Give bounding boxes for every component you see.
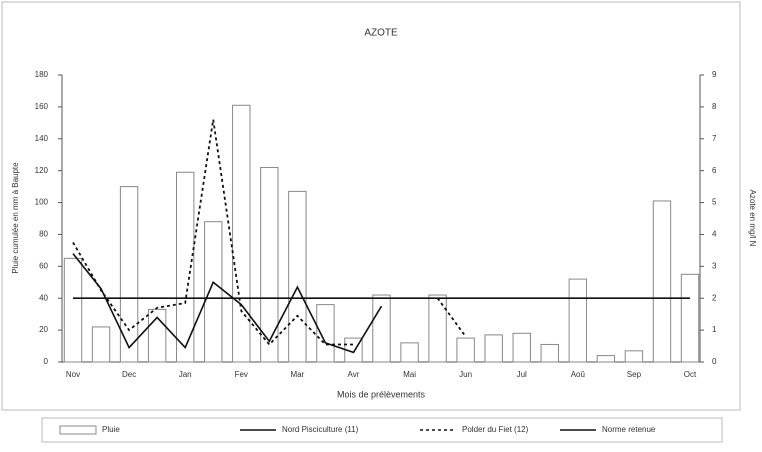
bar [428, 294, 447, 363]
legend-label: Nord Pisciculture (11) [282, 425, 359, 434]
legend-label: Pluie [102, 425, 120, 434]
x-tick-label: Avr [348, 370, 360, 379]
y-tick-label: 180 [35, 70, 49, 79]
y2-tick-label: 8 [712, 102, 717, 111]
y-tick-label: 80 [39, 230, 48, 239]
bar [680, 273, 700, 363]
bar [63, 257, 83, 363]
x-tick-label: Nov [66, 370, 80, 379]
y2-tick-label: 4 [712, 230, 717, 239]
bar [484, 334, 503, 363]
bar [316, 304, 335, 363]
bar [260, 166, 279, 363]
y-axis-label: Pluie cumulée en mm à Baupte [11, 162, 20, 274]
x-tick-label: Dec [122, 370, 136, 379]
chart-title: AZOTE [364, 28, 398, 39]
bar [288, 190, 307, 363]
bar [624, 350, 644, 363]
bar [232, 104, 251, 363]
x-tick-label: Oct [684, 370, 697, 379]
bar [91, 326, 111, 363]
y2-tick-label: 6 [712, 166, 717, 175]
bar [175, 171, 195, 363]
y2-tick-label: 5 [712, 198, 717, 207]
y-tick-label: 160 [35, 102, 49, 111]
legend-swatch [59, 425, 97, 435]
chart-frame [1, 1, 741, 411]
legend [41, 417, 723, 443]
bar [400, 342, 419, 363]
y2-tick-label: 7 [712, 134, 717, 143]
y2-tick-label: 9 [712, 70, 717, 79]
legend-label: Polder du Fiet (12) [462, 425, 529, 434]
y-tick-label: 120 [35, 166, 49, 175]
bar [512, 332, 531, 363]
y-tick-label: 60 [39, 261, 48, 270]
y-tick-label: 40 [39, 293, 48, 302]
bar [568, 278, 588, 363]
bar [372, 294, 391, 363]
y-tick-label: 0 [44, 357, 49, 366]
y-tick-label: 140 [35, 134, 49, 143]
y2-tick-label: 3 [712, 261, 717, 270]
y2-axis-label: Azote en mg/l N [748, 190, 757, 247]
x-tick-label: Aoû [571, 370, 585, 379]
y2-tick-label: 1 [712, 325, 717, 334]
bar [540, 343, 559, 363]
y-tick-label: 100 [35, 198, 49, 207]
x-tick-label: Jan [179, 370, 192, 379]
y2-tick-label: 2 [712, 293, 717, 302]
bar [204, 221, 223, 363]
bar [652, 200, 672, 363]
x-tick-label: Jul [517, 370, 527, 379]
x-tick-label: Mar [290, 370, 304, 379]
y2-tick-label: 0 [712, 357, 717, 366]
bar [119, 186, 139, 363]
x-tick-label: Sep [627, 370, 642, 379]
y-tick-label: 20 [39, 325, 48, 334]
x-tick-label: Mai [403, 370, 416, 379]
legend-label: Norme retenue [602, 425, 656, 434]
x-tick-label: Fev [235, 370, 248, 379]
bar [596, 355, 616, 363]
x-axis-label: Mois de prélèvements [337, 389, 426, 399]
line-series [72, 253, 383, 354]
line-series [72, 119, 467, 346]
bar [456, 337, 475, 363]
x-tick-label: Jun [459, 370, 472, 379]
